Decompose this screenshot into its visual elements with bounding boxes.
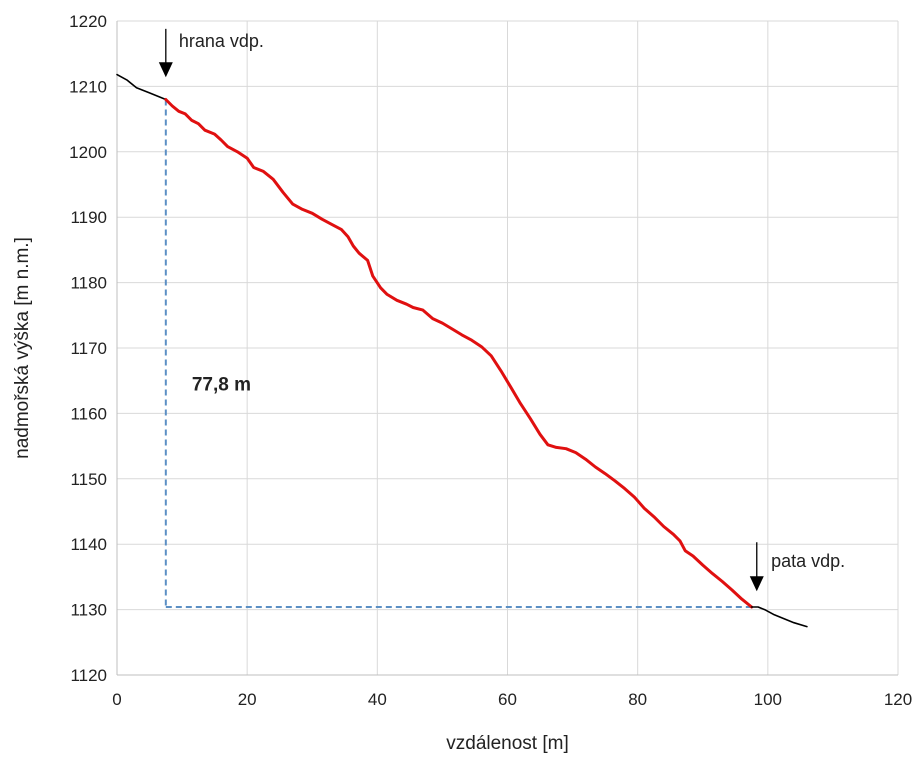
- x-tick-label: 60: [498, 690, 517, 709]
- y-tick-label: 1190: [70, 208, 107, 227]
- x-tick-label: 40: [368, 690, 387, 709]
- x-axis-title: vzdálenost [m]: [446, 733, 569, 754]
- y-tick-label: 1210: [69, 77, 107, 96]
- y-tick-label: 1140: [70, 535, 107, 554]
- y-tick-label: 1220: [69, 12, 107, 31]
- slope-series-line: [164, 98, 754, 609]
- annotation-label: hrana vdp.: [179, 31, 264, 51]
- tick-labels: 0 20 40 60 80 100 120 1120 1130 1140 1150 1160 1170 1…: [69, 12, 912, 709]
- y-tick-label: 1170: [70, 339, 107, 358]
- x-tick-label: 0: [112, 690, 121, 709]
- y-tick-label: 1180: [70, 274, 107, 293]
- axes: [116, 21, 898, 676]
- terrain-series-line: [116, 73, 167, 101]
- y-axis-title: nadmořská výška [m n.m.]: [12, 237, 33, 459]
- y-tick-label: 1160: [70, 404, 107, 423]
- arrow-down-icon: [749, 576, 764, 592]
- x-tick-label: 120: [884, 690, 912, 709]
- x-tick-label: 20: [238, 690, 257, 709]
- series-lines: [116, 73, 808, 628]
- y-tick-label: 1120: [70, 666, 107, 685]
- height-marker: 77,8 m: [164, 99, 752, 608]
- height-label: 77,8 m: [192, 375, 251, 396]
- x-tick-label: 100: [754, 690, 782, 709]
- grid: [116, 20, 899, 676]
- x-tick-label: 80: [628, 690, 647, 709]
- y-tick-label: 1200: [69, 143, 107, 162]
- arrow-down-icon: [158, 62, 173, 78]
- annotations: hrana vdp. pata vdp.: [158, 28, 845, 592]
- terrain-series-line: [750, 606, 808, 628]
- annotation-label: pata vdp.: [771, 551, 845, 571]
- y-tick-label: 1130: [70, 601, 107, 620]
- y-tick-label: 1150: [70, 470, 107, 489]
